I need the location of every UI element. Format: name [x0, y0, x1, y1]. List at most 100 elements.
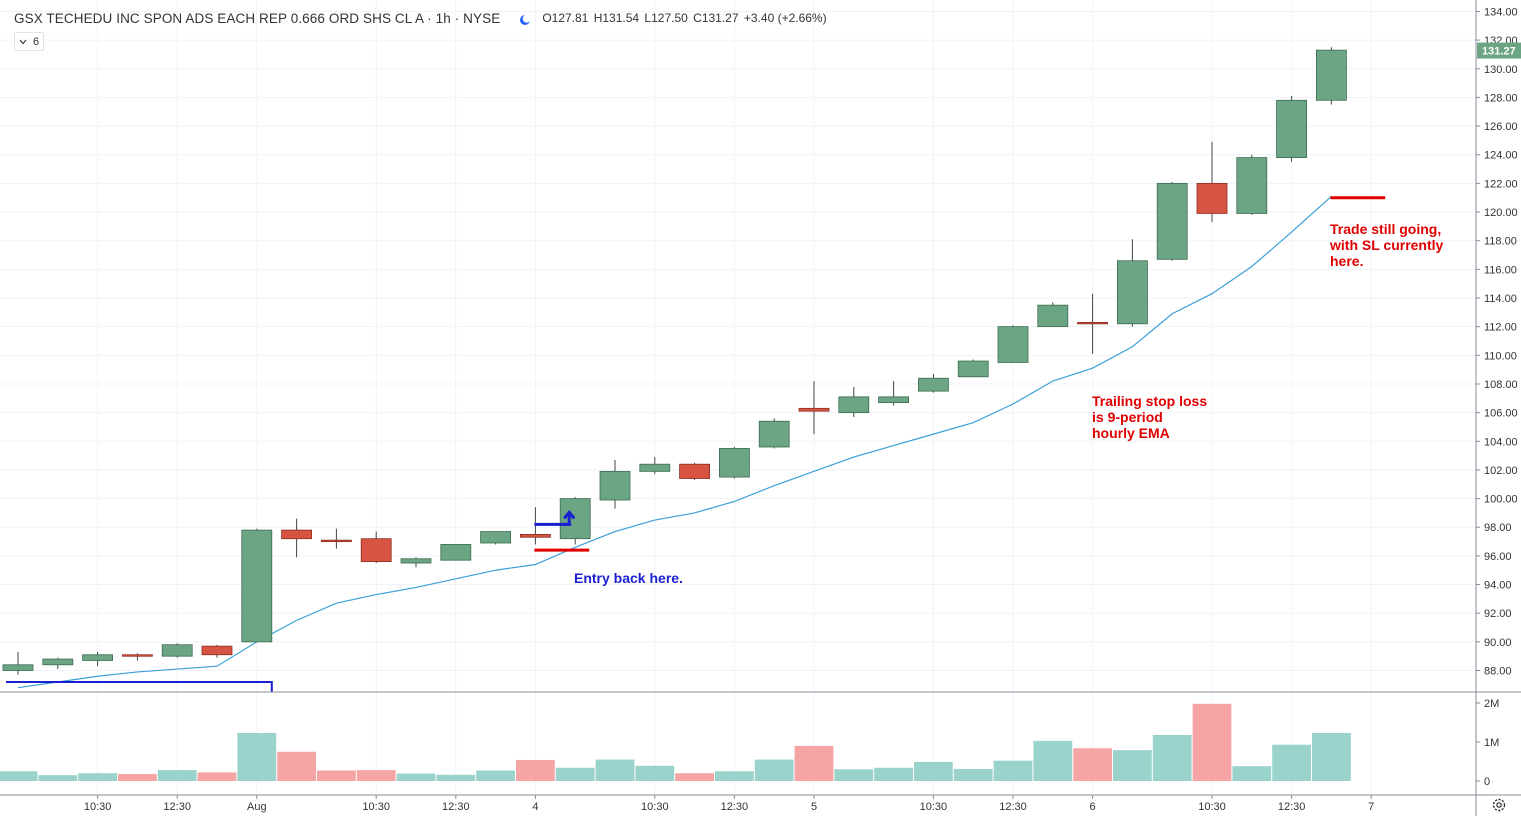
volume-bar [1113, 750, 1152, 781]
entry-arrow-icon [561, 510, 576, 526]
volume-bar [118, 773, 157, 781]
chart-grid [0, 0, 1476, 793]
candle [798, 381, 830, 435]
volume-tick-label: 2M [1484, 698, 1499, 710]
volume-bar [1272, 744, 1311, 781]
time-tick-label: 6 [1090, 801, 1096, 813]
candle-body [878, 396, 909, 403]
candle-body [1276, 99, 1307, 158]
candle-body [1316, 49, 1347, 101]
volume-bar [754, 759, 794, 781]
candle-body [838, 396, 870, 414]
time-tick-label: 10:30 [641, 801, 669, 813]
gear-icon-outer [1492, 798, 1506, 812]
candle [1037, 302, 1069, 328]
candle [2, 651, 34, 675]
price-tick-label: 120.00 [1484, 207, 1518, 219]
gear-icon-inner [1496, 802, 1502, 808]
price-tick-label: 90.00 [1484, 637, 1512, 649]
candle-body [320, 539, 352, 543]
indicator-count: 6 [33, 35, 40, 48]
close-value: C131.27 [693, 11, 739, 25]
candlesticks [2, 47, 1347, 675]
volume-bar [516, 759, 555, 781]
price-tick-label: 126.00 [1484, 121, 1518, 133]
volume-tick-label: 0 [1484, 776, 1490, 788]
candle [281, 518, 313, 558]
price-tick-label: 106.00 [1484, 408, 1518, 420]
time-tick-label: 12:30 [1278, 801, 1306, 813]
candle [1117, 239, 1148, 327]
candle [599, 459, 631, 509]
market-closed-icon[interactable] [520, 13, 532, 25]
candle [1236, 154, 1268, 215]
candle [918, 373, 949, 393]
last-price-label: 131.27 [1482, 46, 1516, 58]
volume-tick-label: 1M [1484, 737, 1499, 749]
time-tick-label: 10:30 [920, 801, 948, 813]
volume-bar [993, 760, 1033, 781]
volume-bars [0, 703, 1351, 781]
last-price-tag [1477, 42, 1521, 59]
time-tick-label: Aug [247, 801, 267, 813]
indicator-toggle[interactable]: 6 [14, 32, 45, 51]
candle-body [82, 654, 113, 661]
trade-markers [6, 196, 1386, 692]
candle [639, 457, 671, 475]
gear-icon[interactable] [1492, 798, 1506, 812]
price-tick-label: 128.00 [1484, 92, 1518, 104]
candle-body [520, 534, 551, 538]
candle-body [1236, 157, 1268, 214]
candle-body [161, 644, 193, 657]
candle [42, 657, 74, 670]
candle [320, 528, 352, 549]
volume-bar [675, 773, 714, 781]
candle [957, 359, 989, 378]
price-tick-label: 100.00 [1484, 494, 1518, 506]
price-tick-label: 96.00 [1484, 551, 1512, 563]
volume-bar [595, 759, 635, 781]
candle-body [957, 360, 989, 378]
candle [559, 497, 591, 545]
price-tick-label: 92.00 [1484, 608, 1512, 620]
candle [82, 651, 113, 667]
candle [480, 531, 512, 545]
price-tick-label: 98.00 [1484, 522, 1512, 534]
candle-body [1117, 260, 1148, 325]
candle-body [639, 463, 671, 472]
price-tick-label: 116.00 [1484, 264, 1517, 276]
symbol-legend: GSX TECHEDU INC SPON ADS EACH REP 0.666 … [14, 8, 829, 28]
volume-bar [436, 774, 476, 781]
time-tick-label: 5 [811, 801, 817, 813]
volume-bar [356, 770, 396, 781]
candle-body [1037, 304, 1069, 328]
candle-body [758, 420, 790, 448]
candle-body [201, 645, 233, 656]
candle-body [2, 664, 34, 671]
candle-body [1077, 321, 1108, 325]
candle [1316, 47, 1347, 105]
price-tick-label: 112.00 [1484, 322, 1517, 334]
candle-body [1156, 182, 1188, 260]
candle [360, 531, 392, 564]
candle [758, 418, 790, 449]
volume-bar [555, 767, 595, 781]
price-tick-label: 122.00 [1484, 178, 1518, 190]
price-tick-label: 134.00 [1484, 6, 1518, 18]
chevron-down-icon[interactable] [19, 36, 27, 48]
candle-body [360, 538, 392, 563]
price-tick-label: 130.00 [1484, 64, 1518, 76]
volume-bar [0, 771, 38, 781]
candle-body [679, 463, 710, 479]
volume-bar [1152, 734, 1192, 781]
volume-bar [1033, 740, 1073, 781]
low-value: L127.50 [644, 11, 688, 25]
volume-bar [38, 775, 78, 781]
volume-bar [874, 767, 913, 781]
candle [997, 325, 1029, 363]
price-tick-label: 114.00 [1484, 293, 1517, 305]
time-tick-label: 7 [1368, 801, 1374, 813]
price-tick-label: 108.00 [1484, 379, 1518, 391]
candle [878, 381, 909, 406]
